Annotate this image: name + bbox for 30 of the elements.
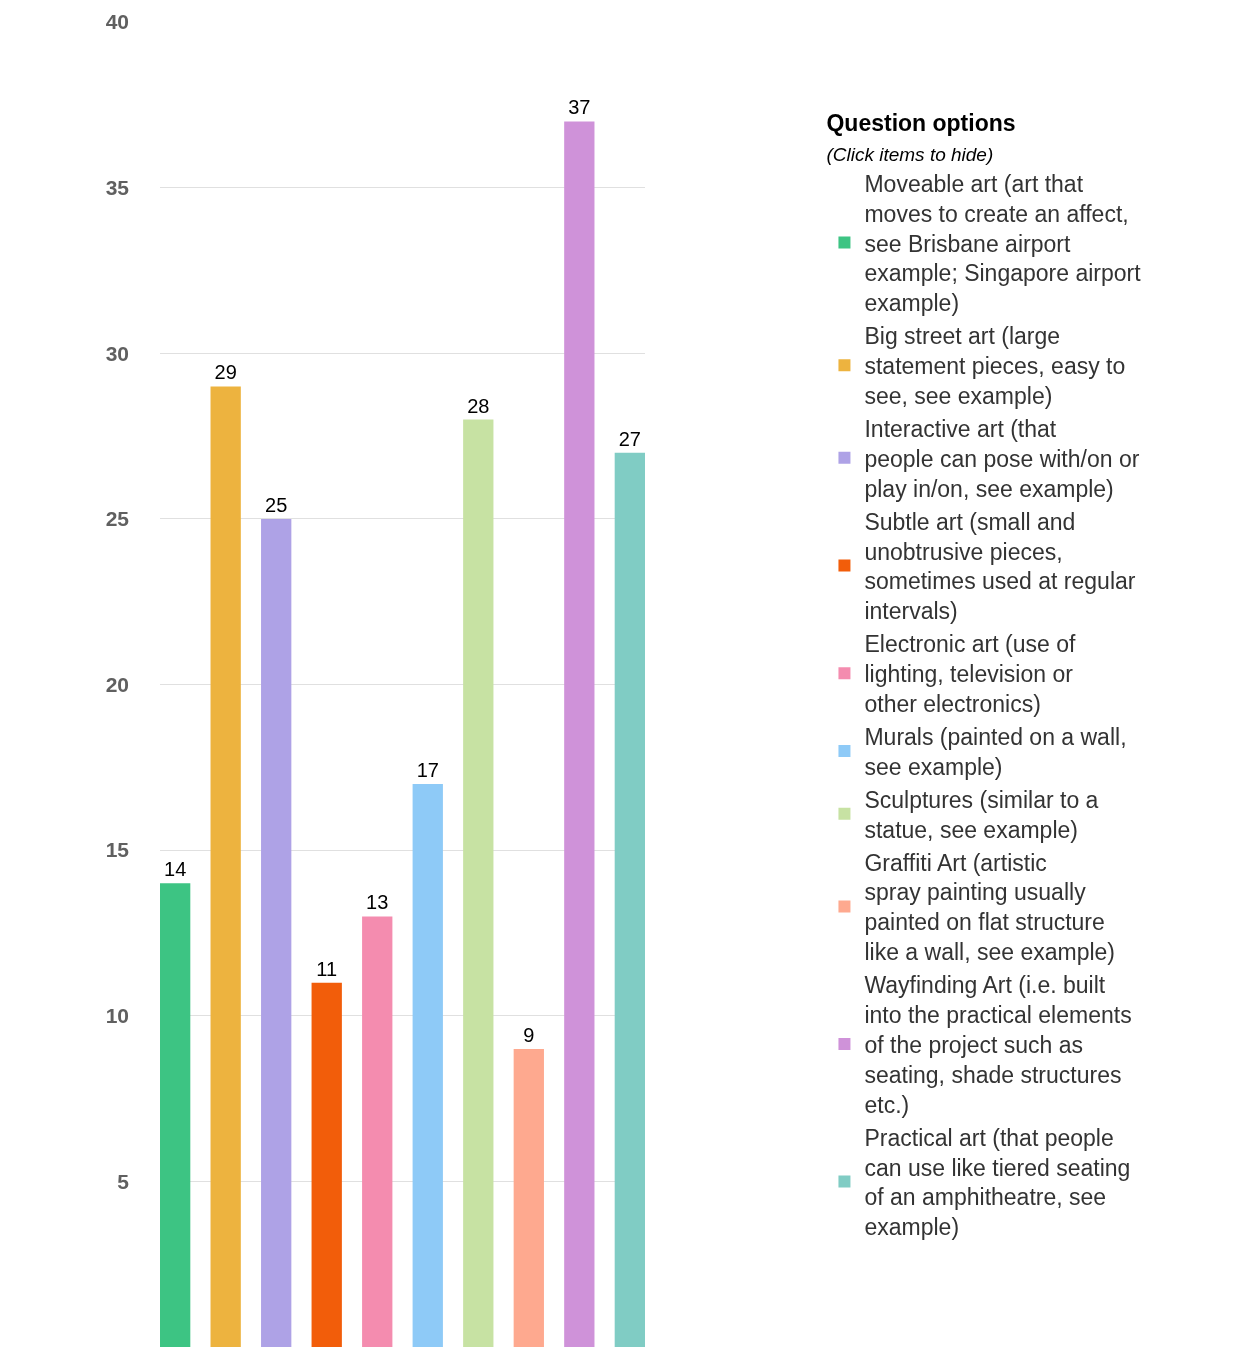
- legend-label: Big street art (large statement pieces, easy to see, see example): [864, 323, 1126, 410]
- legend-label: Interactive art (that people can pose with/on or play in/on, see example): [864, 415, 1140, 502]
- y-tick-label: 25: [105, 507, 130, 531]
- data-label: 28: [467, 394, 490, 417]
- legend-label: Subtle art (small and unobtrusive pieces, sometimes used at regular intervals): [864, 508, 1136, 625]
- y-tick-label: 15: [105, 838, 130, 862]
- legend-label: Electronic art (use of lighting, television or other electronics): [864, 631, 1076, 718]
- data-label: 27: [618, 427, 641, 450]
- legend-title: Question options: [826, 110, 1016, 137]
- legend-label: Sculptures (similar to a statue, see example): [864, 786, 1099, 843]
- y-tick-label: 5: [117, 1169, 130, 1193]
- legend-label: Graffiti Art (artistic spray painting usually painted on flat structure like a wall, see example): [864, 849, 1116, 966]
- legend-label: Practical art (that people can use like tiered seating of an amphitheatre, see example): [864, 1124, 1131, 1241]
- data-label: 11: [316, 957, 338, 980]
- y-tick-label: 30: [105, 341, 129, 365]
- data-label: 37: [568, 96, 591, 119]
- legend-label: Moveable art (art that moves to create an affect, see Brisbane airport example; Singapore airport example): [864, 170, 1142, 317]
- data-label: 29: [214, 361, 237, 384]
- y-tick-label: 35: [105, 175, 130, 199]
- legend-label: Wayfinding Art (i.e. built into the practical elements of the project such as seating, shade structures etc.): [864, 972, 1132, 1118]
- text: (Click items to hide): [826, 144, 994, 166]
- data-label: 9: [523, 1023, 535, 1046]
- y-tick-label: 20: [105, 672, 129, 696]
- legend-label: Murals (painted on a wall, see example): [864, 723, 1127, 780]
- y-tick-label: 40: [105, 10, 129, 34]
- y-tick-label: 10: [105, 1004, 129, 1028]
- data-label: 17: [416, 758, 439, 781]
- data-label: 25: [265, 493, 288, 516]
- data-label: 14: [164, 858, 187, 881]
- data-label: 13: [366, 891, 389, 914]
